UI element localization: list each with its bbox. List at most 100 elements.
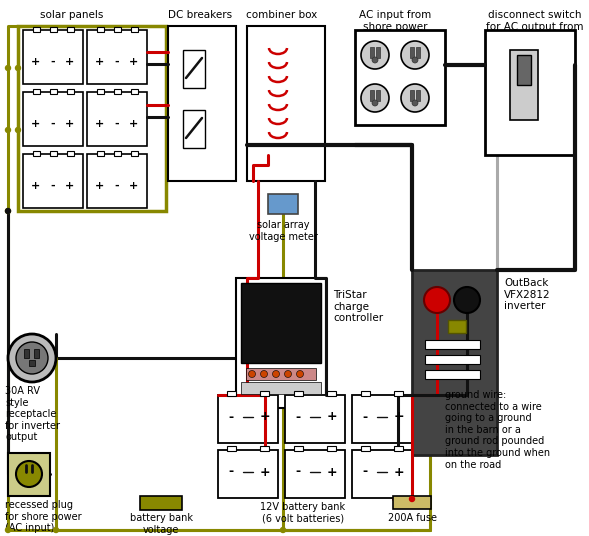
Circle shape — [296, 370, 303, 377]
Bar — [33, 89, 40, 94]
Text: 12V battery bank
(6 volt batteries): 12V battery bank (6 volt batteries) — [260, 502, 346, 524]
Text: +: + — [130, 181, 138, 191]
Text: -: - — [229, 411, 234, 423]
Bar — [227, 391, 236, 396]
Bar — [485, 30, 575, 155]
Circle shape — [54, 527, 58, 532]
Bar — [425, 340, 480, 349]
Bar — [416, 47, 420, 58]
Circle shape — [5, 209, 11, 213]
Text: OutBack
VFX2812
inverter: OutBack VFX2812 inverter — [504, 278, 551, 311]
Bar — [33, 151, 40, 156]
Text: -: - — [115, 119, 120, 129]
Text: -: - — [362, 465, 368, 479]
Bar — [34, 349, 39, 358]
Circle shape — [5, 527, 11, 532]
Bar — [87, 154, 147, 208]
Bar — [268, 194, 298, 214]
Bar — [218, 395, 278, 443]
Circle shape — [412, 57, 418, 63]
Circle shape — [280, 527, 286, 532]
Circle shape — [273, 370, 280, 377]
Bar — [394, 391, 403, 396]
Text: +: + — [65, 181, 75, 191]
Text: +: + — [260, 411, 270, 423]
Circle shape — [401, 41, 429, 69]
Bar — [410, 47, 414, 58]
Text: -: - — [229, 465, 234, 479]
Bar — [285, 395, 345, 443]
Bar — [410, 90, 414, 101]
Circle shape — [409, 496, 415, 502]
Bar — [114, 151, 121, 156]
Text: +: + — [95, 181, 105, 191]
Bar — [247, 26, 325, 181]
Bar — [327, 391, 336, 396]
Circle shape — [412, 100, 418, 106]
Bar — [97, 151, 104, 156]
Text: 30A RV
style
receptacle
for inverter
output: 30A RV style receptacle for inverter out… — [5, 386, 60, 442]
Bar — [361, 391, 370, 396]
Bar — [260, 391, 269, 396]
Circle shape — [5, 209, 11, 213]
Bar — [50, 27, 57, 32]
Bar — [425, 370, 480, 379]
Bar — [352, 450, 412, 498]
Circle shape — [361, 41, 389, 69]
Bar — [168, 26, 236, 181]
Text: +: + — [327, 465, 337, 479]
Circle shape — [361, 84, 389, 112]
Text: disconnect switch
for AC output from
inverter: disconnect switch for AC output from inv… — [487, 10, 584, 43]
Text: +: + — [130, 57, 138, 67]
Text: recessed plug
for shore power
(AC input): recessed plug for shore power (AC input) — [5, 500, 82, 533]
Circle shape — [16, 461, 42, 487]
Circle shape — [16, 342, 48, 374]
Bar — [361, 446, 370, 451]
Bar — [114, 27, 121, 32]
Bar — [294, 446, 303, 451]
Text: +: + — [393, 465, 404, 479]
Text: +: + — [31, 181, 41, 191]
Text: -: - — [51, 119, 55, 129]
Circle shape — [15, 128, 21, 132]
Bar — [23, 30, 83, 84]
Bar — [448, 320, 466, 333]
Bar — [393, 496, 431, 509]
Text: +: + — [65, 119, 75, 129]
Bar — [412, 270, 497, 455]
Bar — [376, 90, 380, 101]
Bar — [183, 50, 205, 88]
Bar — [236, 278, 326, 408]
Text: combiner box: combiner box — [246, 10, 317, 20]
Text: +: + — [95, 119, 105, 129]
Bar — [183, 110, 205, 148]
Text: +: + — [31, 119, 41, 129]
Bar — [87, 30, 147, 84]
Bar — [241, 382, 321, 394]
Bar — [394, 446, 403, 451]
Bar — [218, 450, 278, 498]
Circle shape — [454, 287, 480, 313]
Bar — [50, 151, 57, 156]
Circle shape — [5, 128, 11, 132]
Bar — [97, 27, 104, 32]
Text: +: + — [31, 57, 41, 67]
Circle shape — [372, 100, 378, 106]
Text: -: - — [362, 411, 368, 423]
Text: AC input from
shore power: AC input from shore power — [359, 10, 431, 32]
Bar — [517, 55, 531, 85]
Bar — [294, 391, 303, 396]
Bar — [425, 355, 480, 364]
Bar — [352, 395, 412, 443]
Bar — [370, 47, 374, 58]
Bar — [29, 360, 35, 366]
Bar — [246, 368, 316, 380]
Circle shape — [249, 370, 256, 377]
Text: -: - — [115, 57, 120, 67]
Circle shape — [372, 57, 378, 63]
Bar — [285, 450, 345, 498]
Bar — [327, 446, 336, 451]
Circle shape — [15, 65, 21, 71]
Bar — [18, 26, 166, 211]
Bar — [23, 92, 83, 146]
